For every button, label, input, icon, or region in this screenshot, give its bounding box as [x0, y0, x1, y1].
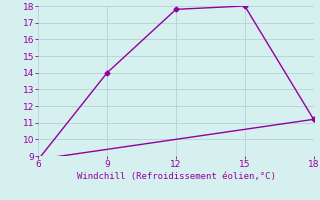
X-axis label: Windchill (Refroidissement éolien,°C): Windchill (Refroidissement éolien,°C): [76, 172, 276, 181]
